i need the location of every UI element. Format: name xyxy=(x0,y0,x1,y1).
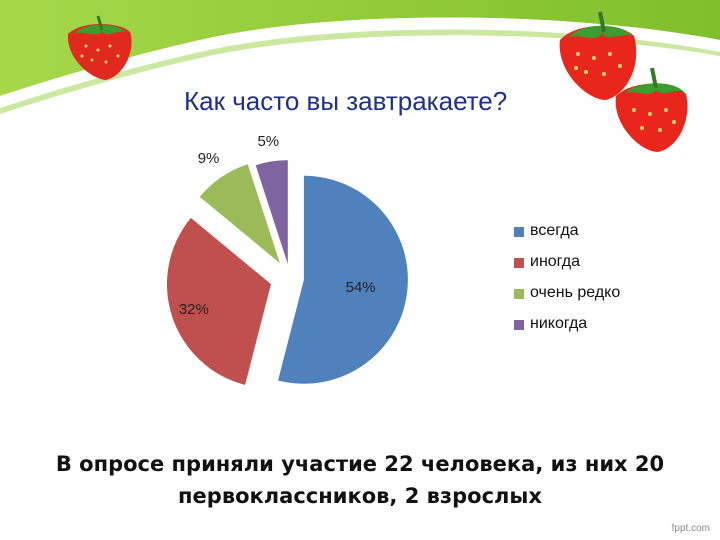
slice-data-label: 5% xyxy=(257,133,279,150)
legend-swatch xyxy=(514,258,524,268)
legend-label: очень редко xyxy=(530,284,621,301)
legend-swatch xyxy=(514,320,524,330)
strawberry-icon xyxy=(615,67,688,152)
pie-slice xyxy=(199,164,280,264)
strawberry-icon xyxy=(559,11,637,100)
slice-data-label: 32% xyxy=(179,301,209,318)
slice-data-label: 9% xyxy=(198,150,220,167)
slice-data-label: 54% xyxy=(346,279,376,296)
chart-title: Как часто вы завтракаете? xyxy=(184,86,508,116)
strawberry-icon xyxy=(67,15,132,80)
legend-label: всегда xyxy=(530,222,579,239)
pie-slice xyxy=(255,160,288,265)
watermark: fppt.com xyxy=(671,523,710,534)
legend-label: никогда xyxy=(530,315,588,332)
legend-label: иногда xyxy=(530,253,581,270)
legend-swatch xyxy=(514,289,524,299)
legend-swatch xyxy=(514,227,524,237)
pie-slice xyxy=(166,217,271,385)
survey-note: В опросе приняли участие 22 человека, из… xyxy=(55,452,665,508)
pie-slice xyxy=(278,175,408,384)
